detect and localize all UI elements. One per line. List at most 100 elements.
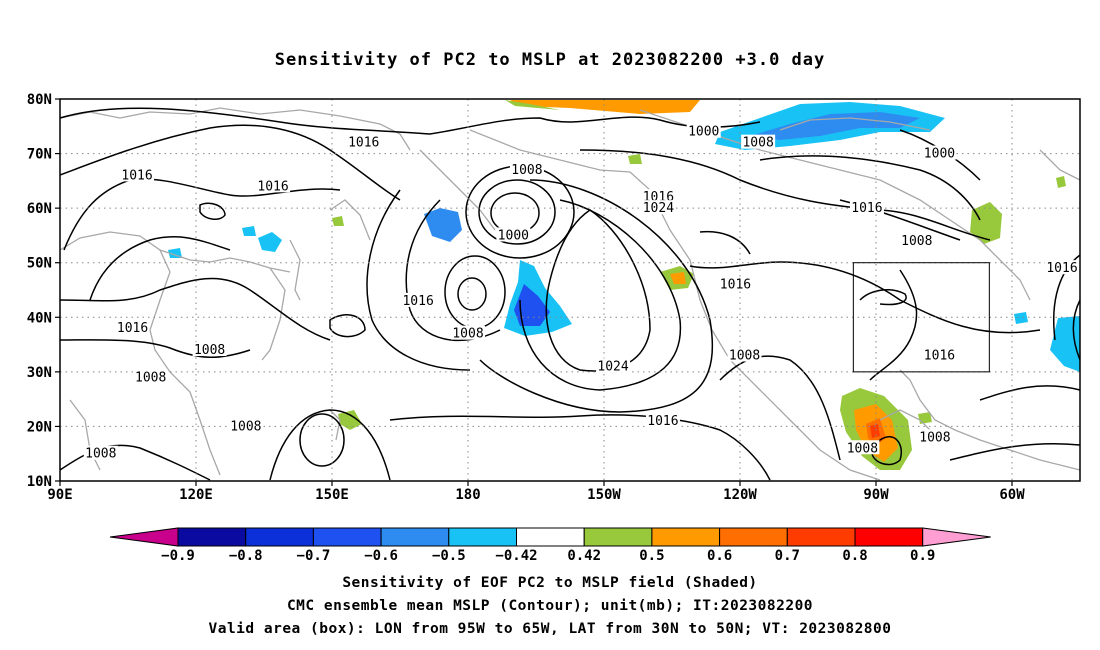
contour-label: 1016 xyxy=(257,179,288,194)
colorbar-label: 0.9 xyxy=(910,548,935,564)
colorbar-swatch xyxy=(245,527,314,547)
longitude-axis: 90E 120E 150E 180 150W 120W 90W 60W xyxy=(47,481,1025,503)
shade-aleutian-green xyxy=(332,216,344,226)
colorbar-swatch xyxy=(854,527,924,547)
contour-label-bg xyxy=(641,200,676,215)
shade-arctic-blue-core xyxy=(750,112,920,140)
colorbar-label: 0.42 xyxy=(567,548,601,564)
colorbar-tip-high xyxy=(922,527,991,547)
contour-label: 1008 xyxy=(135,370,166,385)
map-frame xyxy=(59,98,1081,482)
contour-label-bg xyxy=(83,445,118,460)
contour-label: 1016 xyxy=(647,414,678,429)
lat-tick-label: 50N xyxy=(27,256,52,272)
colorbar-swatch xyxy=(651,527,721,547)
lon-tick-label: 60W xyxy=(999,487,1025,503)
contour-label-bg xyxy=(228,418,263,433)
contour-label-bg xyxy=(922,347,957,362)
colorbar-label: 0.5 xyxy=(639,548,664,564)
lon-tick-label: 120E xyxy=(179,487,213,503)
shade-caribbean-core xyxy=(870,424,880,438)
contour-label-bg xyxy=(496,227,531,242)
colorbar-label: 0.8 xyxy=(842,548,867,564)
colorbar-label: 0.7 xyxy=(775,548,800,564)
colorbar-swatch xyxy=(177,527,247,547)
contour-label-bg xyxy=(256,178,291,193)
shade-arctic-green xyxy=(505,100,560,110)
lon-tick-label: 150E xyxy=(315,487,349,503)
colorbar-swatch xyxy=(583,527,653,547)
contour-label-bg xyxy=(346,134,381,149)
lon-tick-label: 90W xyxy=(863,487,889,503)
contour-label: 1008 xyxy=(230,419,261,434)
contour-label: 1016 xyxy=(117,321,148,336)
contour-label-bg xyxy=(741,134,776,149)
lon-tick-label: 150W xyxy=(587,487,621,503)
contour-label-bg xyxy=(917,429,952,444)
lat-tick-label: 40N xyxy=(27,310,52,326)
contour-label: 1008 xyxy=(729,348,760,363)
contour-label: 1016 xyxy=(1046,261,1077,276)
contour-label: 1008 xyxy=(919,430,950,445)
shade-hudson-green xyxy=(970,202,1002,244)
contour-label: 1016 xyxy=(851,201,882,216)
colorbar-swatch xyxy=(786,527,856,547)
contour-label-bg xyxy=(1045,260,1079,275)
colorbar: −0.9 −0.8 −0.7 −0.6 −0.5 −0.42 0.42 0.5 0.6 0.7 0.… xyxy=(109,527,991,564)
lat-tick-label: 70N xyxy=(27,147,52,163)
contour-label-bg xyxy=(120,167,155,182)
contour-label-bg xyxy=(192,342,227,357)
contour-label: 1008 xyxy=(847,441,878,456)
contour-label-bg xyxy=(451,325,485,340)
shade-philippine-green xyxy=(338,410,362,430)
contour-label-bg xyxy=(849,200,884,215)
valid-area-box xyxy=(852,262,990,373)
shade-atlantic-blue xyxy=(1050,316,1080,372)
contour-labels: 1016 1016 1016 1008 1000 1016 1008 1016 1008 1008… xyxy=(83,123,1079,462)
mslp-contours xyxy=(59,107,1081,481)
colorbar-swatch xyxy=(380,527,450,547)
colorbar-swatch xyxy=(448,527,517,547)
colorbar-label: −0.9 xyxy=(161,548,195,564)
contour-label-bg xyxy=(115,320,150,335)
contour-label: 1016 xyxy=(121,168,152,183)
contour-label: 1016 xyxy=(402,294,433,309)
contour-label-bg xyxy=(645,412,680,427)
shade-westcoast-orange xyxy=(670,272,686,284)
colorbar-label: −0.7 xyxy=(297,548,331,564)
contour-label-bg xyxy=(596,358,631,373)
colorbar-tip-low xyxy=(109,527,179,547)
lon-tick-label: 120W xyxy=(723,487,757,503)
lon-tick-label: 90E xyxy=(47,487,72,503)
lat-tick-label: 30N xyxy=(27,365,52,381)
lon-tick-label: 180 xyxy=(455,487,480,503)
caption-line-1: Sensitivity of EOF PC2 to MSLP field (Sh… xyxy=(342,575,758,591)
shade-canada-green xyxy=(628,154,642,164)
colorbar-label: −0.5 xyxy=(432,548,466,564)
contour-label: 1024 xyxy=(643,201,674,216)
contour-label-bg xyxy=(718,276,753,291)
colorbar-swatch xyxy=(516,527,585,547)
contour-label-bg xyxy=(401,292,436,307)
shade-kamchatka-blue xyxy=(242,226,256,236)
contour-label-bg xyxy=(641,189,676,204)
shade-japan-blue xyxy=(258,232,282,252)
colorbar-label: −0.8 xyxy=(229,548,263,564)
colorbar-label: −0.6 xyxy=(364,548,398,564)
shade-greenland-green xyxy=(1056,176,1066,188)
shade-atlantic-blue-small xyxy=(1014,312,1028,324)
contour-label: 1008 xyxy=(85,447,116,462)
lat-tick-label: 80N xyxy=(27,92,52,108)
contour-label: 1000 xyxy=(924,147,955,162)
colorbar-swatch xyxy=(719,527,788,547)
contour-label: 1000 xyxy=(498,228,529,243)
contour-label-bg xyxy=(899,232,934,247)
contour-label-bg xyxy=(133,369,168,384)
lat-tick-label: 10N xyxy=(27,474,52,490)
contour-label: 1000 xyxy=(688,125,719,140)
latitude-axis: 80N 70N 60N 50N 40N 30N 20N 10N xyxy=(27,92,60,490)
contour-label: 1008 xyxy=(511,163,542,178)
contour-label: 1008 xyxy=(901,234,932,249)
colorbar-label: 0.6 xyxy=(707,548,732,564)
